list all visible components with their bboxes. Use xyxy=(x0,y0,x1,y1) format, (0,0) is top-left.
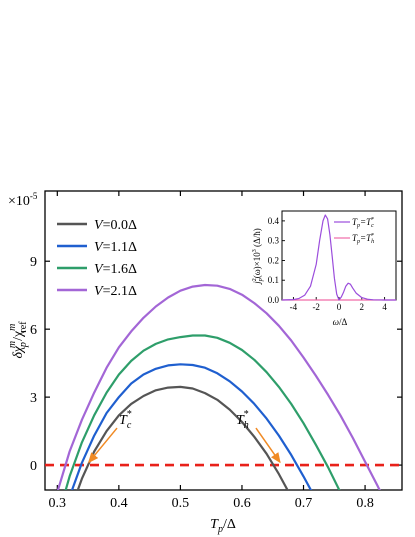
legend-label-0: V=0.0Δ xyxy=(94,218,137,233)
y-tick-label: 0 xyxy=(30,459,37,474)
series-line-0 xyxy=(76,385,289,490)
series-line-1 xyxy=(70,363,313,490)
inset-plot-frame xyxy=(281,210,397,301)
main-series-group xyxy=(56,283,381,490)
y-tick-label: 9 xyxy=(30,255,37,270)
inset-y-tick-label: 0.4 xyxy=(268,216,280,226)
main-plot-frame xyxy=(44,190,403,491)
inset-x-tick-label: 4 xyxy=(382,302,387,312)
y-tick-label: 3 xyxy=(30,391,37,406)
main-x-axis: 0.3 0.4 0.5 0.6 0.7 0.8 xyxy=(49,191,374,511)
inset-y-axis-label: jp2(ω)×103 (Δ/ħ) xyxy=(252,228,264,285)
x-tick-label: 0.6 xyxy=(233,496,251,511)
y-scale-label: ×10-5 xyxy=(8,191,38,209)
y-axis-label: δχpm/χmref xyxy=(7,321,29,359)
x-tick-label: 0.3 xyxy=(49,496,67,511)
series-line-2 xyxy=(64,334,341,490)
inset-x-tick-label: 2 xyxy=(360,302,365,312)
x-tick-label: 0.7 xyxy=(295,496,313,511)
annotation-arrow-1 xyxy=(255,427,281,464)
inset-y-tick-label: 0.2 xyxy=(268,255,279,265)
main-legend: V=0.0Δ V=1.1Δ V=1.6Δ V=2.1Δ xyxy=(57,218,137,299)
inset-y-tick-label: 0.0 xyxy=(268,295,280,305)
series-line-3 xyxy=(56,283,381,490)
y-scale-exponent: -5 xyxy=(30,191,38,201)
main-y-axis: 0 3 6 9 xyxy=(30,255,402,474)
inset-x-axis-label: ω/Δ xyxy=(333,317,348,327)
x-tick-label: 0.5 xyxy=(172,496,190,511)
inset-series-group xyxy=(281,214,396,301)
inset-x-tick-label: -4 xyxy=(290,302,298,312)
inset-legend-label-1: Tp=T* h xyxy=(352,233,374,245)
inset-y-tick-label: 0.1 xyxy=(268,275,279,285)
y-tick-label: 6 xyxy=(30,323,37,338)
inset-x-tick-label: 0 xyxy=(337,302,342,312)
annotation-label-0: T* c xyxy=(119,409,132,431)
x-axis-label: Tp/Δ xyxy=(210,517,236,535)
inset-series-line-0 xyxy=(281,214,396,301)
inset-y-tick-label: 0.3 xyxy=(268,236,280,246)
legend-label-3: V=2.1Δ xyxy=(94,284,137,299)
annotation-label-1: T* h xyxy=(236,409,249,431)
x-tick-label: 0.4 xyxy=(110,496,128,511)
inset-x-tick-label: -2 xyxy=(312,302,320,312)
legend-label-1: V=1.1Δ xyxy=(94,240,137,255)
x-tick-label: 0.8 xyxy=(356,496,374,511)
inset-legend: Tp=T* c Tp=T* h xyxy=(334,217,374,245)
annotation-arrow-0 xyxy=(88,427,118,464)
legend-label-2: V=1.6Δ xyxy=(94,262,137,277)
inset-legend-label-0: Tp=T* c xyxy=(352,217,374,229)
annotations-group: T* c T* h xyxy=(88,409,281,464)
